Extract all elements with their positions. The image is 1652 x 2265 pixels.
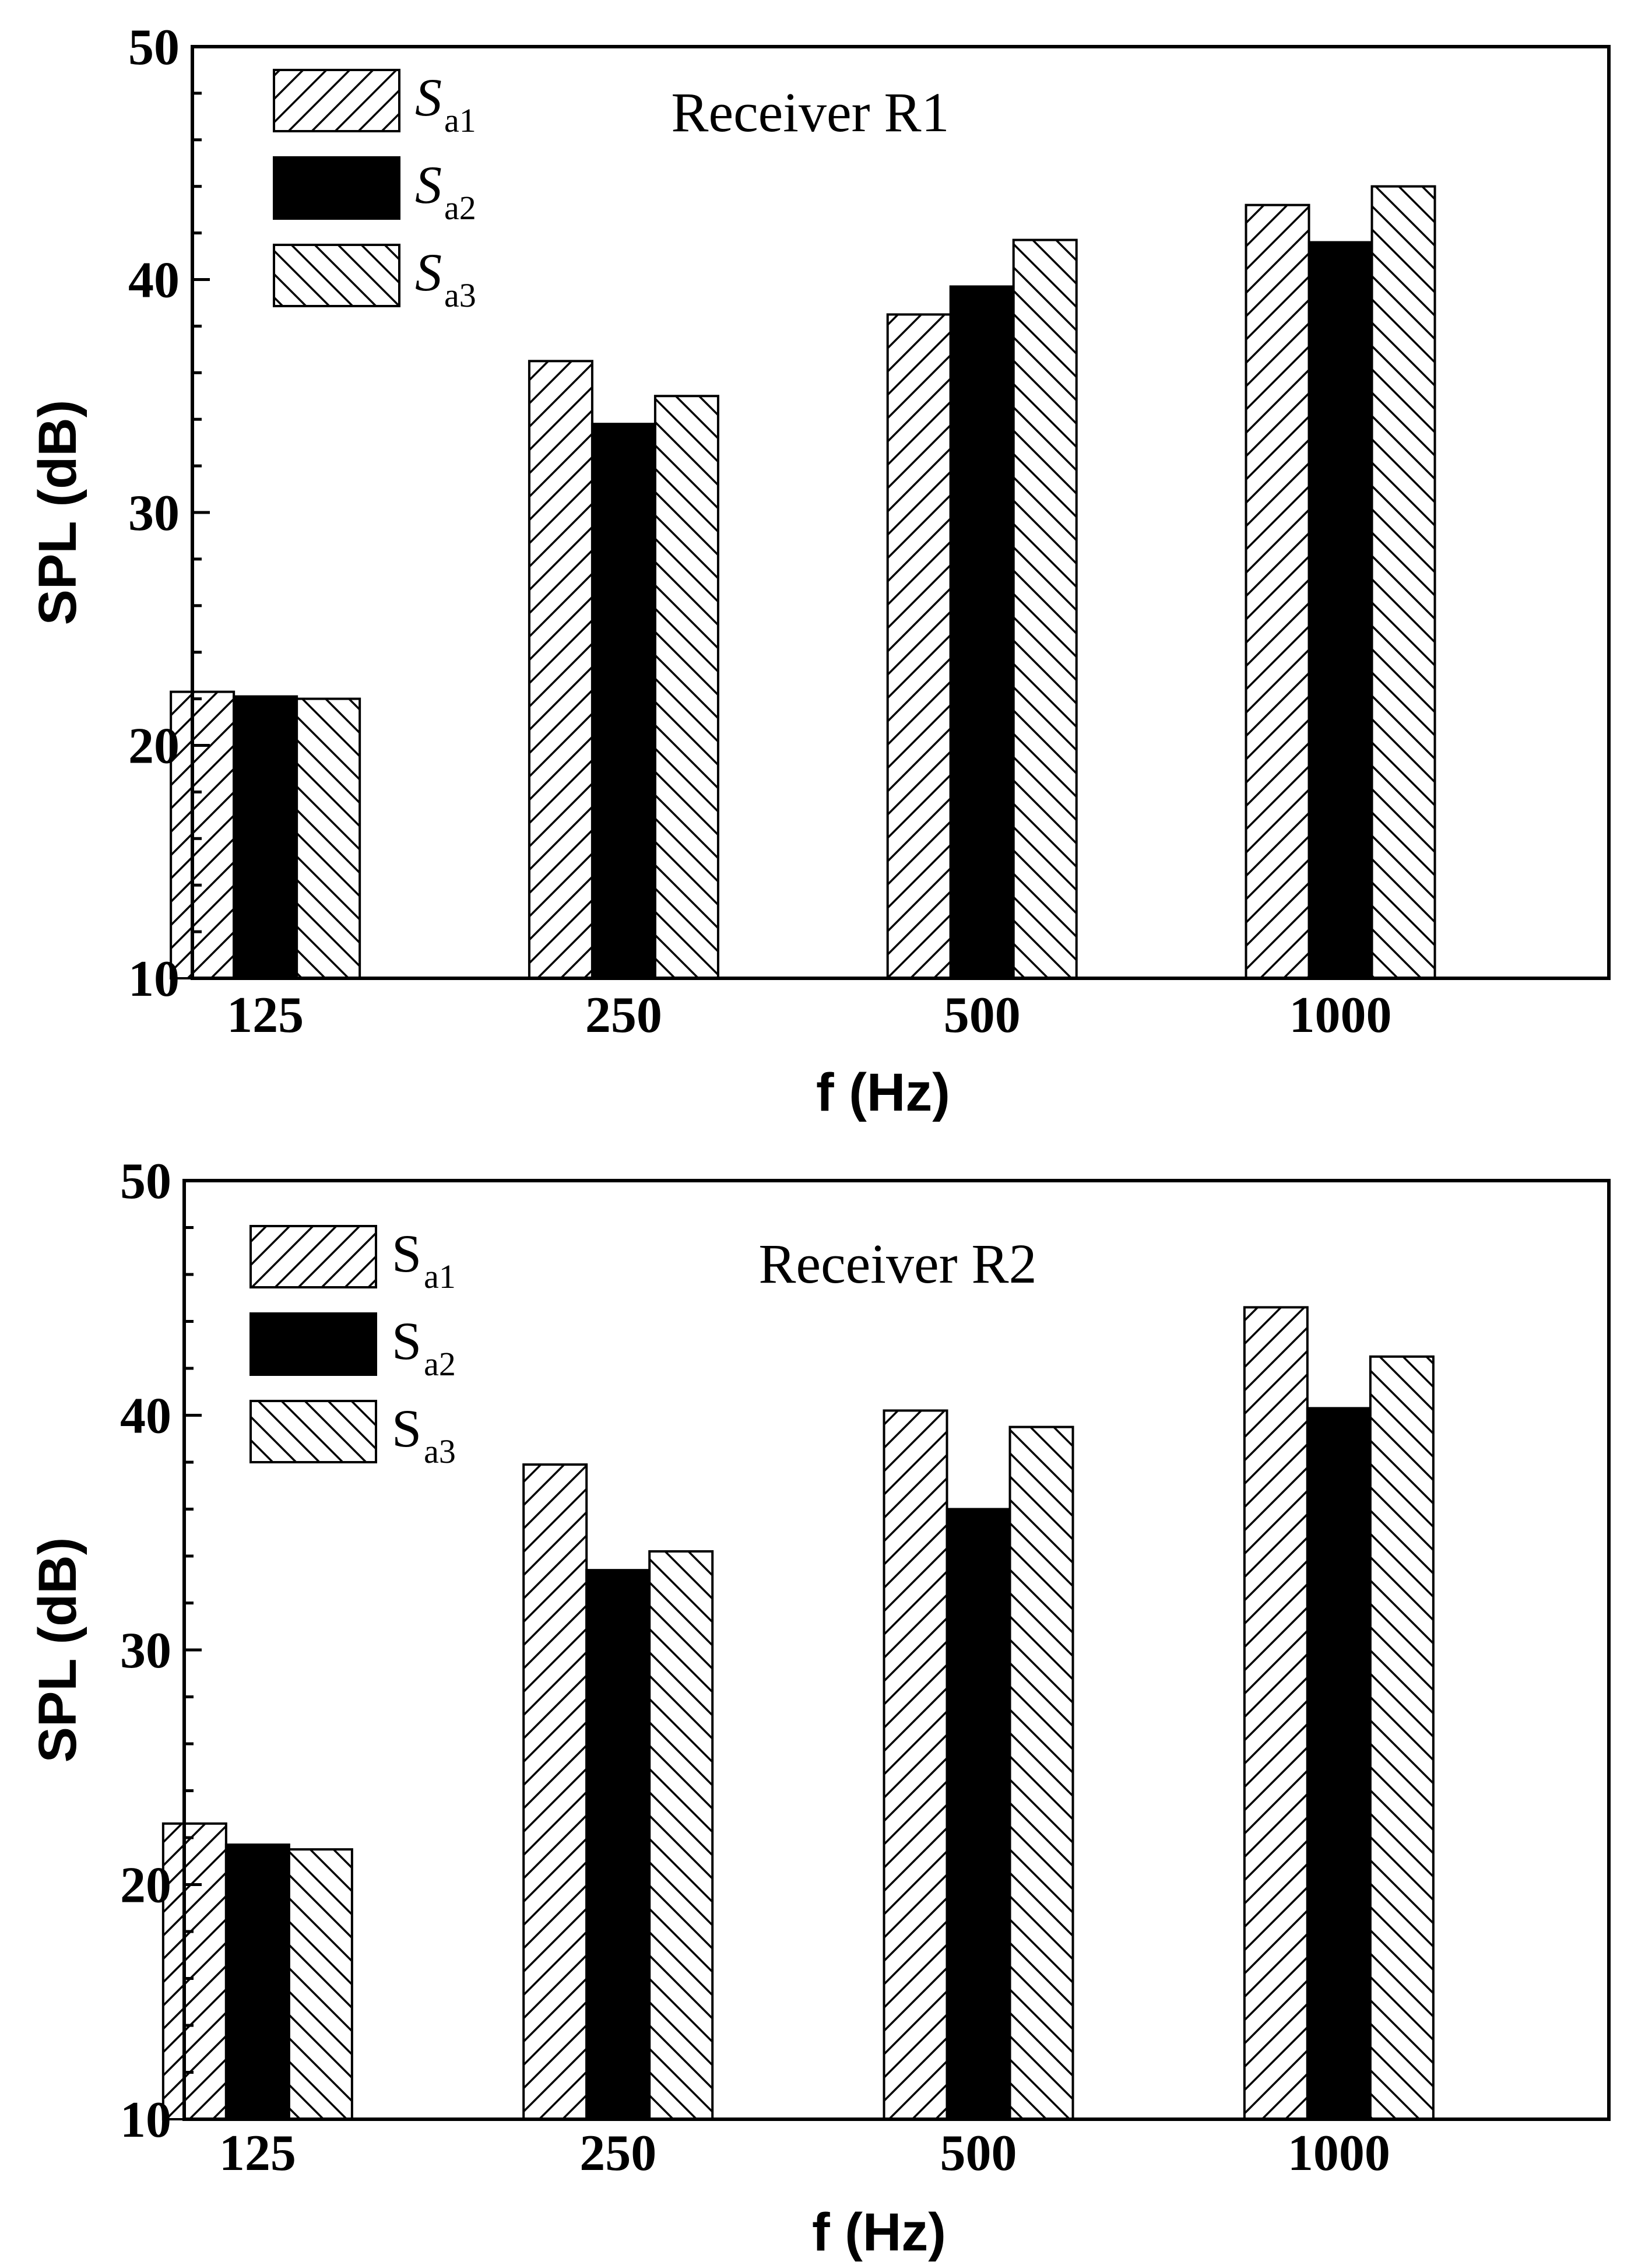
y-tick-label: 50	[128, 19, 180, 76]
legend-label-a3: Sa3	[415, 243, 476, 314]
legend-swatch-a1	[249, 1225, 377, 1288]
y-tick-label: 50	[120, 1153, 171, 1210]
bar-a3-500	[1012, 238, 1078, 980]
x-axis-title: f (Hz)	[816, 1063, 950, 1122]
y-axis-title: SPL (dB)	[28, 1537, 87, 1763]
legend-label-a1: Sa1	[392, 1224, 456, 1295]
legend: Sa1 Sa2 Sa3	[249, 1224, 456, 1470]
bar-a2-1000	[1307, 241, 1373, 980]
bar-a3-250	[653, 395, 719, 979]
y-tick-label: 10	[128, 951, 180, 1007]
bar-a3-125	[296, 697, 361, 979]
bar-a1-250	[522, 1463, 588, 2120]
legend-swatch-a3	[249, 1400, 377, 1463]
bar-a2-250	[585, 1569, 651, 2120]
bar-a2-1000	[1306, 1407, 1372, 2120]
chart-title: Receiver R1	[671, 81, 949, 143]
x-tick-label: 125	[227, 987, 304, 1044]
bar-a1-125	[161, 1822, 227, 2121]
bar-a2-250	[590, 423, 656, 979]
x-tick-label: 125	[219, 2125, 296, 2182]
bar-a1-125	[170, 690, 236, 979]
bar-a3-1000	[1369, 1355, 1435, 2120]
y-tick-label: 20	[120, 1857, 171, 1914]
bar-a2-125	[224, 1843, 290, 2120]
bar-a3-1000	[1370, 185, 1436, 980]
legend-label-a1: Sa1	[415, 68, 476, 139]
x-tick-label: 1000	[1289, 987, 1392, 1044]
x-tick-label: 500	[940, 2125, 1017, 2182]
chart-panel-1: 125 250 500 1000 10 20 30 40 50 f (Hz) SPL (dB) Rec…	[28, 19, 1611, 1122]
legend-label-a3: Sa3	[392, 1399, 456, 1470]
x-tick-label: 250	[585, 987, 662, 1044]
bar-a1-250	[528, 360, 593, 980]
x-tick-label: 250	[579, 2125, 656, 2182]
bar-a3-500	[1008, 1425, 1074, 2120]
legend-swatch-a3	[273, 244, 400, 307]
bar-a2-500	[949, 285, 1015, 979]
y-tick-label: 30	[120, 1623, 171, 1679]
y-tick-label: 40	[120, 1388, 171, 1445]
y-tick-label: 20	[128, 718, 180, 775]
bar-a1-1000	[1243, 1306, 1309, 2121]
y-tick-label: 40	[128, 252, 180, 309]
chart-title: Receiver R2	[758, 1232, 1036, 1295]
legend: Sa1 Sa2 Sa3	[273, 68, 476, 314]
bar-a3-250	[648, 1550, 714, 2120]
bar-a2-500	[945, 1508, 1011, 2120]
bar-a3-125	[287, 1848, 353, 2120]
legend-swatch-a2	[273, 156, 400, 220]
bar-a1-500	[883, 1409, 948, 2120]
x-tick-label: 500	[944, 987, 1021, 1044]
legend-swatch-a1	[273, 69, 400, 132]
chart-panel-2: 125 250 500 1000 10 20 30 40 50 f (Hz) SPL (dB) Rec…	[28, 1153, 1611, 2262]
y-tick-label: 30	[128, 485, 180, 542]
bar-a1-500	[886, 313, 952, 979]
x-axis-title: f (Hz)	[812, 2203, 946, 2262]
y-tick-label: 10	[120, 2092, 171, 2148]
y-axis-title: SPL (dB)	[28, 400, 87, 626]
bar-a2-125	[233, 695, 298, 979]
legend-label-a2: Sa2	[392, 1311, 456, 1383]
bar-a1-1000	[1245, 203, 1310, 979]
legend-label-a2: Sa2	[415, 155, 476, 227]
legend-swatch-a2	[249, 1312, 377, 1376]
x-tick-label: 1000	[1288, 2125, 1390, 2182]
